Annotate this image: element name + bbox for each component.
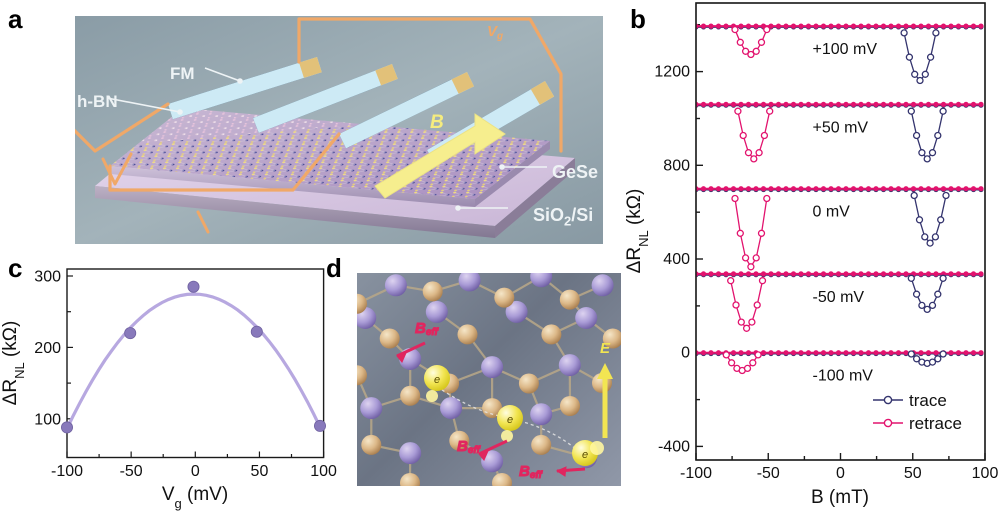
svg-text:1200: 1200	[654, 64, 690, 81]
svg-text:B (mT): B (mT)	[811, 487, 869, 508]
svg-text:+50 mV: +50 mV	[813, 119, 869, 136]
svg-text:retrace: retrace	[909, 414, 962, 433]
svg-text:-100: -100	[680, 465, 712, 482]
svg-text:e: e	[434, 374, 440, 386]
svg-text:400: 400	[663, 251, 690, 268]
svg-text:800: 800	[663, 157, 690, 174]
svg-text:ΔRNL (kΩ): ΔRNL (kΩ)	[0, 321, 27, 406]
svg-text:100: 100	[310, 463, 337, 480]
svg-text:-50 mV: -50 mV	[813, 289, 865, 306]
svg-text:trace: trace	[909, 391, 947, 410]
svg-text:0: 0	[836, 465, 845, 482]
svg-text:E: E	[600, 340, 611, 357]
svg-text:ΔRNL (kΩ): ΔRNL (kΩ)	[624, 189, 651, 274]
svg-text:e: e	[507, 414, 513, 426]
svg-text:200: 200	[34, 340, 61, 357]
svg-text:Vg (mV): Vg (mV)	[162, 484, 228, 511]
svg-text:e: e	[582, 449, 588, 461]
svg-text:-100: -100	[51, 463, 83, 480]
svg-text:-100 mV: -100 mV	[813, 368, 874, 385]
svg-text:100: 100	[972, 465, 999, 482]
svg-text:-50: -50	[120, 463, 143, 480]
svg-text:+100 mV: +100 mV	[813, 41, 878, 58]
svg-text:50: 50	[904, 465, 922, 482]
svg-text:300: 300	[34, 269, 61, 286]
svg-text:50: 50	[251, 463, 269, 480]
svg-text:0: 0	[191, 463, 200, 480]
svg-text:-50: -50	[757, 465, 780, 482]
svg-text:0: 0	[681, 345, 690, 362]
svg-text:-400: -400	[658, 438, 690, 455]
svg-text:100: 100	[34, 411, 61, 428]
svg-text:0 mV: 0 mV	[813, 204, 851, 221]
svg-text:Beff: Beff	[519, 463, 544, 481]
